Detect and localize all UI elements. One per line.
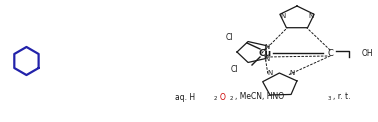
- Text: N: N: [264, 44, 270, 50]
- Text: N: N: [290, 70, 294, 76]
- Text: , MeCN, HNO: , MeCN, HNO: [235, 92, 284, 102]
- Text: 2: 2: [214, 97, 217, 102]
- Text: , r. t.: , r. t.: [333, 92, 350, 102]
- Text: C: C: [327, 49, 333, 57]
- Text: N: N: [267, 70, 273, 76]
- Text: Cl: Cl: [231, 66, 238, 75]
- Text: N: N: [308, 13, 314, 19]
- Text: aq. H: aq. H: [175, 92, 195, 102]
- Text: O: O: [220, 92, 226, 102]
- Text: OH: OH: [362, 49, 373, 57]
- Text: N: N: [264, 56, 270, 62]
- Text: N: N: [280, 13, 286, 19]
- Text: Cl: Cl: [226, 34, 233, 42]
- Text: Cu: Cu: [259, 49, 271, 57]
- Text: 2: 2: [230, 97, 234, 102]
- Text: 3: 3: [328, 97, 332, 102]
